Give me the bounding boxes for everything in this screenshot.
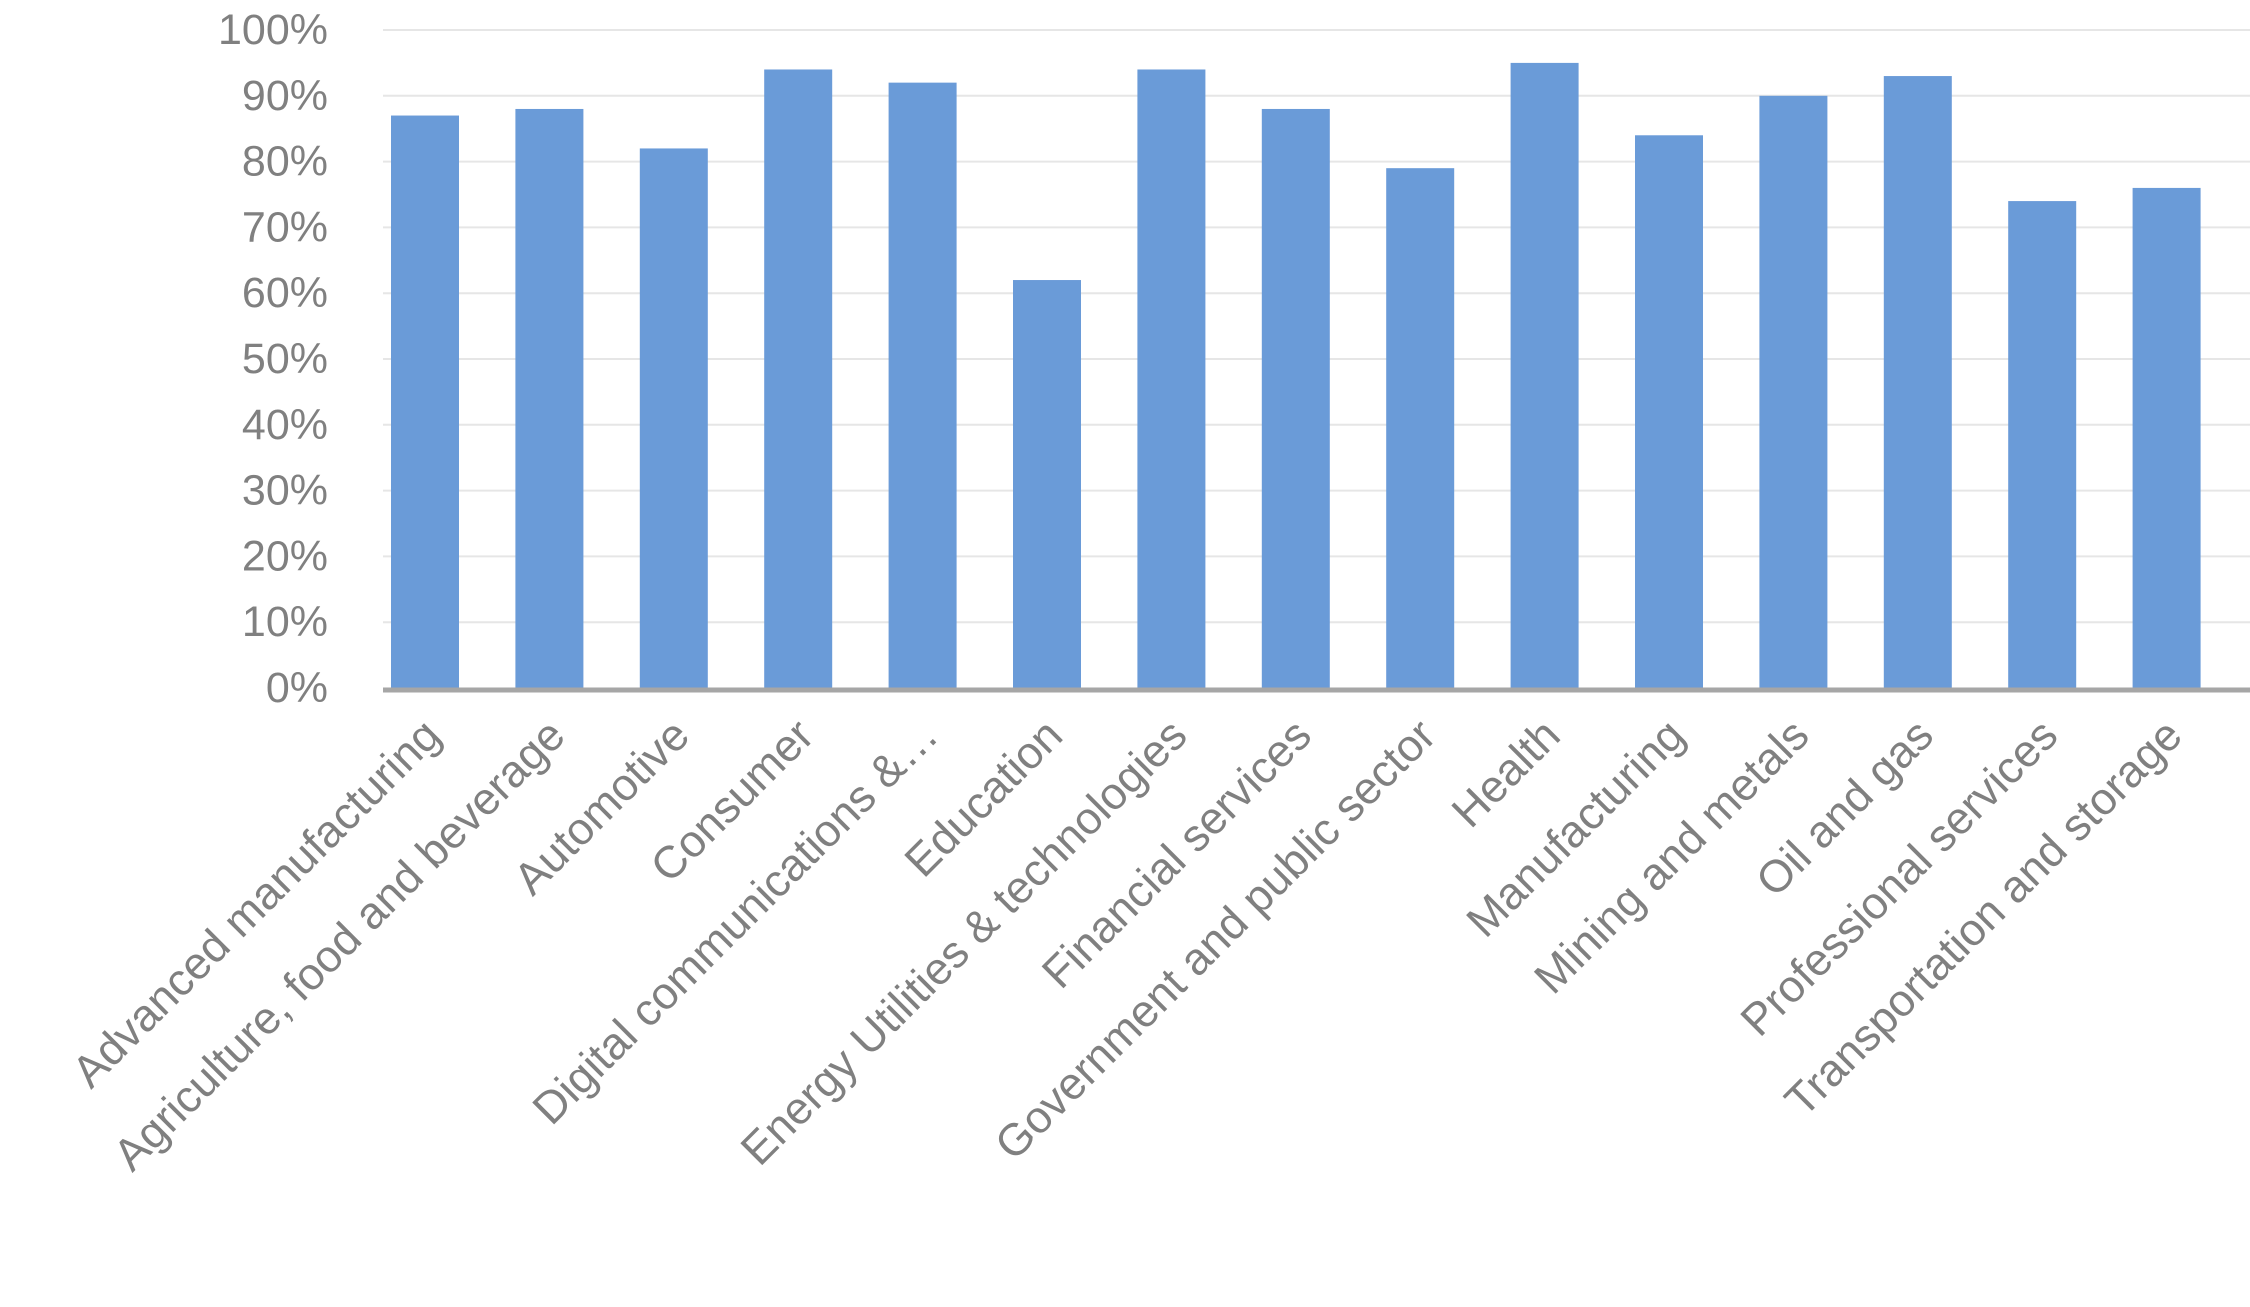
y-tick-label: 50% [242,335,328,383]
bar [888,82,957,688]
y-tick-label: 40% [242,401,328,449]
bar [1759,95,1828,689]
y-tick-label: 10% [242,598,328,646]
bar [1635,135,1703,688]
bar [1137,69,1206,689]
y-axis-tick-labels: 0% 10% 20% 30% 40% 50% 60% 70% 80% 90% 100% [218,6,328,712]
x-category-label: Manufacturing [1456,709,1694,947]
bar [391,115,459,689]
y-tick-label: 100% [218,6,328,54]
x-category-label: Agriculture, food and beverage [103,709,574,1180]
bars [391,62,2201,689]
bar [2008,201,2077,688]
bar [1883,76,1952,688]
bar [639,148,708,688]
y-tick-label: 90% [242,72,328,120]
y-tick-label: 30% [242,467,328,515]
y-tick-label: 0% [266,664,328,712]
y-tick-label: 20% [242,532,328,580]
y-tick-label: 80% [242,138,328,186]
y-tick-label: 70% [242,203,328,251]
bar [2132,187,2201,689]
bar [1510,62,1579,688]
y-tick-label: 60% [242,269,328,317]
x-category-label: Energy Utilities & technologies [731,709,1197,1175]
bar [1013,280,1081,688]
bar [764,69,833,689]
bar [1261,108,1330,688]
bar [515,108,584,688]
bar [1386,168,1455,688]
